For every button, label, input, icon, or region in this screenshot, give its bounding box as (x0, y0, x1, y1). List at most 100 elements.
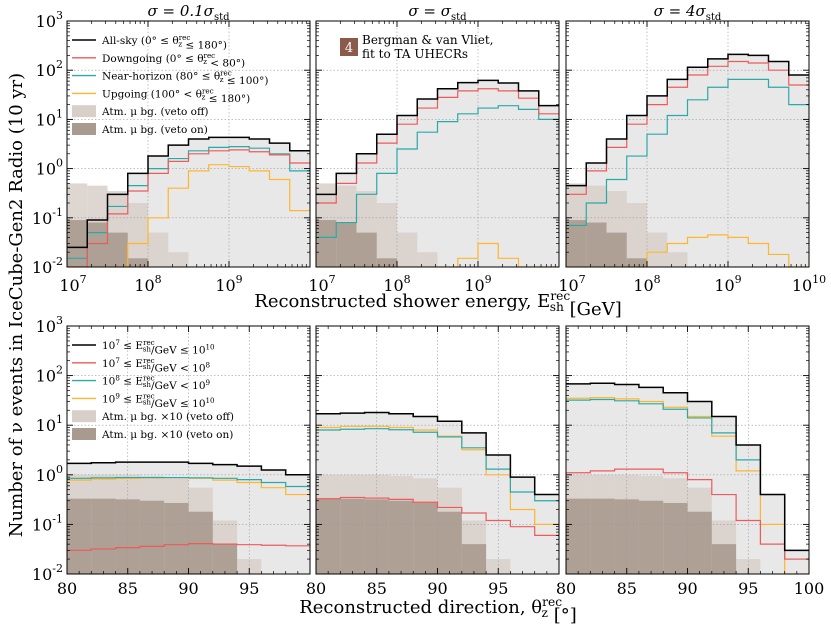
tick-exponent: 9 (735, 273, 742, 286)
text-run: 10 (102, 376, 115, 388)
bg-veto-on-bar (91, 498, 116, 574)
bg-veto-on-bar (67, 220, 88, 267)
superscript: rec (143, 374, 155, 383)
bg-veto-on-bar (340, 498, 365, 574)
bg-veto-off-bar (486, 559, 511, 574)
bg-veto-on-bar (356, 232, 377, 267)
superscript: 10 (206, 396, 216, 405)
tick-exponent: 8 (404, 273, 411, 286)
legend-label: Atm. μ bg. ×10 (veto on) (101, 429, 233, 441)
legend-label: Atm. μ bg. (veto on) (101, 124, 208, 136)
bg-veto-on-bar (626, 258, 647, 267)
y-axis-label: Number of ν events in IceCube-Gen2 Radio… (6, 73, 27, 537)
tick-base: 10 (36, 317, 56, 336)
bg-veto-on-bar (590, 498, 615, 574)
x-tick-label: 85 (617, 579, 637, 598)
superscript: rec (542, 595, 562, 609)
x-tick-label: 95 (239, 579, 259, 598)
bg-veto-off-bar (237, 559, 262, 574)
tick-exponent: 10 (812, 273, 826, 286)
legend-label: Near-horizon (80° ≤ θrec z ≤ 100°) (102, 69, 268, 88)
legend-label: Upgoing (100° < θrec z ≤ 180°) (102, 86, 250, 105)
series-black-step (566, 382, 809, 552)
title-subscript: std (214, 12, 230, 23)
tick-base: 10 (32, 565, 52, 584)
bg-veto-on-bar (212, 544, 238, 574)
bg-veto-on-bar (316, 498, 341, 574)
text-run: ≤ 100°) (224, 75, 269, 87)
tick-base: 10 (36, 367, 56, 386)
x-tick-label: 85 (367, 579, 387, 598)
text-run: ≤ E (120, 340, 143, 352)
series-black-step (566, 53, 809, 187)
x-tick-label: 109 (464, 273, 491, 295)
series-orange-step (566, 234, 809, 267)
text-run: Downgoing (0° ≤ θ (102, 53, 204, 65)
text-run: [GeV] (564, 299, 622, 320)
plot-area (67, 21, 310, 267)
tick-base: 10 (32, 209, 52, 228)
bg-veto-on-bar (316, 220, 337, 267)
grid (67, 21, 310, 267)
series-red-step (316, 496, 559, 537)
tick-exponent: -2 (52, 562, 63, 575)
title-main: σ = σ (408, 2, 451, 20)
tick-base: 10 (36, 12, 56, 31)
bg-veto-on-bar (388, 500, 414, 574)
text-run: ≤ 180°) (205, 93, 250, 105)
series-orange-step (316, 242, 559, 267)
column-title: σ = 0.1σstd (147, 2, 230, 23)
tick-exponent: -2 (52, 255, 63, 268)
superscript: 8 (115, 374, 120, 383)
text-run: Near-horizon (80° ≤ θ (102, 71, 220, 83)
subscript: z (542, 606, 548, 620)
text-run: /GeV ≤ 10 (151, 398, 206, 410)
text-run: Reconstructed shower energy, E (254, 291, 550, 312)
legend-swatch-patch (72, 410, 96, 423)
bg-veto-on-bar (188, 511, 213, 574)
legend-label: Downgoing (0° ≤ θrec z < 80°) (102, 51, 245, 70)
column-title: σ = 4σstd (654, 2, 722, 23)
y-tick-label: 100 (36, 463, 63, 485)
grid (316, 326, 559, 574)
y-tick-label: 102 (36, 58, 63, 80)
x-tick-label: 90 (677, 579, 697, 598)
tick-exponent: 2 (56, 58, 63, 71)
tick-exponent: -1 (52, 512, 63, 525)
tick-base: 10 (792, 276, 812, 295)
superscript: 8 (206, 360, 211, 369)
tick-base: 10 (36, 416, 56, 435)
subscript: sh (143, 380, 152, 389)
bg-veto-on-bar (87, 222, 108, 267)
legend-label: Atm. μ bg. (veto off) (101, 106, 209, 118)
plot-area (566, 326, 809, 574)
plot-area (316, 21, 559, 267)
subscript: sh (550, 300, 564, 314)
bottom-x-axis-label: Reconstructed direction, θrec z [°] (299, 595, 577, 624)
bg-veto-on-bar (67, 498, 92, 574)
text-run: Atm. μ bg. (veto off) (101, 106, 209, 118)
x-tick-label: 108 (383, 273, 410, 295)
x-tick-label: 80 (556, 579, 576, 598)
badge-box (340, 38, 358, 56)
x-tick-label: 1010 (792, 273, 826, 295)
ticks (66, 325, 311, 575)
x-tick-label: 100 (794, 579, 825, 598)
legend-label: Atm. μ bg. ×10 (veto off) (101, 411, 234, 423)
tick-exponent: 1 (56, 107, 63, 120)
superscript: rec (143, 391, 155, 400)
tick-base: 10 (215, 276, 235, 295)
axes-frame (315, 20, 560, 268)
superscript: 10 (206, 343, 216, 352)
plot-area (316, 326, 559, 574)
legend-swatch-patch (72, 105, 96, 118)
superscript: rec (179, 33, 191, 42)
tick-exponent: -1 (52, 206, 63, 219)
series-teal-step (316, 105, 559, 238)
y-tick-label: 103 (36, 314, 63, 336)
series-orange-step (67, 164, 310, 267)
